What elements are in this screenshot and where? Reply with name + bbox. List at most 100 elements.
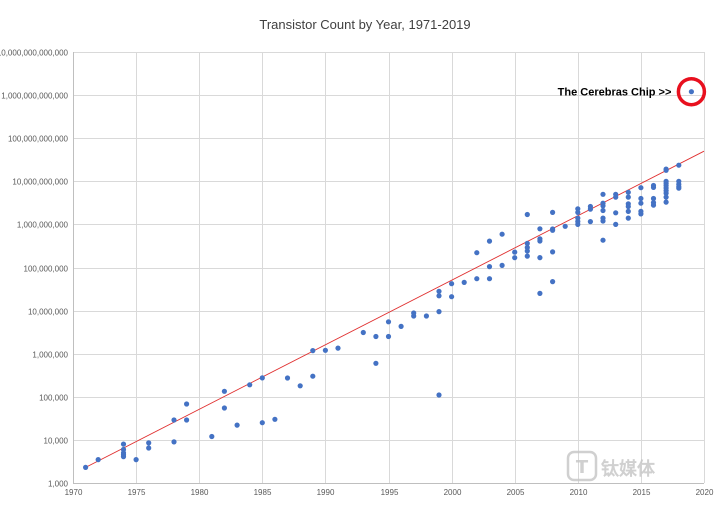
data-point (663, 194, 669, 200)
data-point (297, 383, 303, 389)
data-point (537, 236, 543, 242)
data-point (411, 310, 417, 316)
y-tick-labels: 1,000 10,000 100,000 1,000,000 10,000,000 100… (0, 49, 69, 489)
data-point (310, 373, 316, 379)
y-tick-label: 1,000,000,000,000 (1, 92, 68, 101)
data-point (259, 375, 265, 381)
data-point (550, 279, 556, 285)
watermark-logo-letter: T (576, 457, 589, 478)
data-point (322, 347, 328, 353)
data-point (524, 240, 530, 246)
data-point (310, 348, 316, 354)
data-point (133, 457, 139, 463)
data-point (524, 211, 530, 218)
data-point (385, 319, 392, 325)
data-point (537, 226, 543, 232)
data-point (663, 166, 669, 172)
data-point (650, 200, 657, 206)
y-tick-label: 10,000,000,000,000 (0, 49, 69, 58)
data-point (550, 226, 556, 232)
y-tick-label: 100,000 (39, 394, 68, 403)
cerebras-annotation: The Cerebras Chip >> (558, 76, 707, 107)
watermark-text: 钛媒体 (601, 458, 656, 480)
data-point (537, 290, 543, 296)
data-point (638, 185, 644, 191)
x-tick-label: 2015 (633, 488, 651, 497)
data-point (587, 219, 594, 225)
data-point (436, 309, 442, 315)
data-point (600, 237, 606, 243)
data-point (449, 294, 455, 300)
data-point (575, 215, 581, 221)
data-point (625, 189, 631, 195)
data-point (146, 445, 152, 451)
x-tick-label: 1975 (128, 488, 146, 497)
data-point (688, 89, 695, 95)
data-point (625, 208, 631, 214)
data-point (638, 200, 644, 206)
data-point (234, 422, 240, 428)
y-tick-label: 100,000,000 (24, 265, 69, 274)
data-point (373, 333, 379, 340)
data-point (575, 209, 581, 215)
y-tick-label: 10,000 (44, 437, 69, 446)
data-point (600, 200, 606, 206)
y-gridlines (73, 52, 704, 484)
highlight-ring (676, 76, 707, 107)
x-tick-label: 2000 (444, 488, 462, 497)
y-tick-label: 1,000,000,000 (17, 221, 69, 230)
x-tick-label: 2005 (507, 488, 525, 497)
data-point (613, 191, 619, 197)
data-point (524, 244, 530, 251)
data-point (171, 417, 177, 423)
y-tick-label: 10,000,000,000 (12, 178, 68, 187)
data-point (171, 439, 177, 445)
chart-title: Transistor Count by Year, 1971-2019 (259, 17, 470, 32)
data-point (221, 388, 227, 394)
data-point (461, 279, 467, 285)
data-point (638, 195, 644, 202)
x-tick-label: 1985 (254, 488, 272, 497)
data-point (663, 178, 669, 184)
x-tick-label: 2020 (696, 488, 714, 497)
data-point (550, 249, 556, 255)
data-point (449, 281, 455, 287)
data-point (575, 206, 581, 212)
data-point (600, 191, 606, 197)
x-tick-labels: 1970 1975 1980 1985 1990 1995 2000 2005 2010 2015… (65, 488, 714, 497)
data-point (436, 293, 442, 299)
data-point (613, 210, 619, 216)
data-point (335, 345, 341, 351)
x-tick-label: 2010 (570, 488, 588, 497)
data-point (373, 360, 379, 366)
data-point (499, 231, 505, 237)
data-point (474, 276, 480, 282)
data-point (587, 203, 594, 210)
watermark-logo-frame (566, 450, 598, 482)
data-point (120, 446, 127, 453)
data-point (562, 223, 568, 229)
data-point (625, 194, 631, 200)
data-point (83, 464, 89, 470)
data-point (537, 255, 543, 261)
data-point (499, 262, 505, 268)
data-point (120, 441, 127, 447)
data-points (83, 89, 695, 470)
data-point (184, 401, 190, 407)
data-point (650, 195, 657, 202)
data-point (600, 207, 606, 214)
data-point (272, 416, 278, 422)
data-point (650, 182, 657, 189)
data-point (638, 208, 644, 214)
data-point (512, 249, 518, 255)
annotation-label: The Cerebras Chip >> (558, 87, 672, 99)
data-point (184, 417, 190, 423)
watermark-logo: T 钛媒体 (566, 450, 656, 482)
data-point (676, 162, 682, 168)
data-point (209, 433, 215, 440)
data-point (550, 209, 556, 215)
data-point (676, 178, 682, 184)
x-gridlines (73, 52, 705, 483)
data-point (95, 457, 101, 463)
